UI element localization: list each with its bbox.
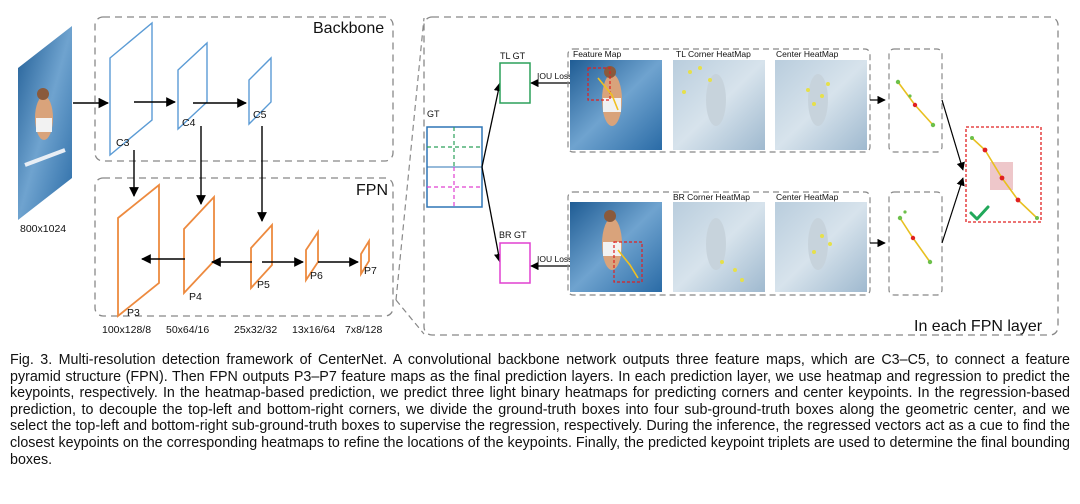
iou-loss-label-bottom: IOU Loss: [537, 254, 572, 264]
gt-label: GT: [427, 109, 440, 119]
center-heatmap-bottom: [775, 202, 867, 292]
figure-caption: Fig. 3. Multi-resolution detection frame…: [10, 352, 1070, 468]
c5-layer: [248, 56, 272, 126]
backbone-group: [94, 16, 394, 162]
tl-gt-box: [499, 62, 531, 104]
p4-layer: [183, 194, 215, 296]
center-heatmap-label-bottom: Center HeatMap: [776, 192, 839, 202]
p7-size: 7x8/128: [345, 324, 383, 336]
fpn-title: FPN: [356, 182, 388, 199]
p6-size: 13x16/64: [292, 324, 335, 336]
p3-label: P3: [127, 307, 140, 319]
fpn-layer-detail-group: [423, 16, 1059, 336]
caption-label: Fig. 3.: [10, 352, 53, 368]
center-heatmap-top: [775, 60, 867, 150]
center-heatmap-label-top: Center HeatMap: [776, 49, 839, 59]
p3-size: 100x128/8: [102, 324, 151, 336]
feature-map-top: [570, 60, 662, 150]
tl-corner-heatmap: [673, 60, 765, 150]
p7-layer: [360, 237, 370, 278]
final-detection: [965, 126, 1042, 223]
p4-label: P4: [189, 291, 202, 303]
bottom-keypoint-result: [888, 191, 943, 296]
br-gt-label: BR GT: [499, 230, 527, 240]
tl-gt-label: TL GT: [500, 51, 526, 61]
c3-label: C3: [116, 137, 130, 149]
tl-corner-heatmap-label: TL Corner HeatMap: [676, 49, 751, 59]
c4-label: C4: [182, 117, 196, 129]
bottom-branch-group: [567, 191, 871, 296]
fpn-group: [94, 177, 394, 317]
right-panel-title: In each FPN layer: [914, 318, 1043, 335]
c3-layer: [109, 21, 153, 157]
gt-box: [426, 126, 483, 208]
br-corner-heatmap-label: BR Corner HeatMap: [673, 192, 750, 202]
p6-label: P6: [310, 270, 323, 282]
feature-map-label: Feature Map: [573, 49, 621, 59]
c5-label: C5: [253, 109, 267, 121]
p7-label: P7: [364, 265, 377, 277]
check-icon: [969, 205, 990, 221]
p5-size: 25x32/32: [234, 324, 277, 336]
br-corner-heatmap: [673, 202, 765, 292]
input-image: [18, 26, 72, 220]
top-branch-group: [567, 48, 871, 153]
caption-text: Multi-resolution detection framework of …: [10, 352, 1070, 468]
c4-layer: [177, 41, 208, 131]
iou-loss-label-top: IOU Loss: [537, 71, 572, 81]
p5-label: P5: [257, 279, 270, 291]
top-keypoint-result: [888, 48, 943, 153]
input-size-label: 800x1024: [20, 223, 66, 235]
backbone-title: Backbone: [313, 20, 384, 37]
feature-map-bottom: [570, 202, 662, 292]
figure: 800x1024 Backbone C3 C4 C5 FPN P3 P4 P5 …: [18, 16, 1059, 336]
p4-size: 50x64/16: [166, 324, 209, 336]
p3-layer: [117, 183, 160, 318]
p5-layer: [250, 222, 273, 291]
br-gt-box: [499, 242, 531, 284]
